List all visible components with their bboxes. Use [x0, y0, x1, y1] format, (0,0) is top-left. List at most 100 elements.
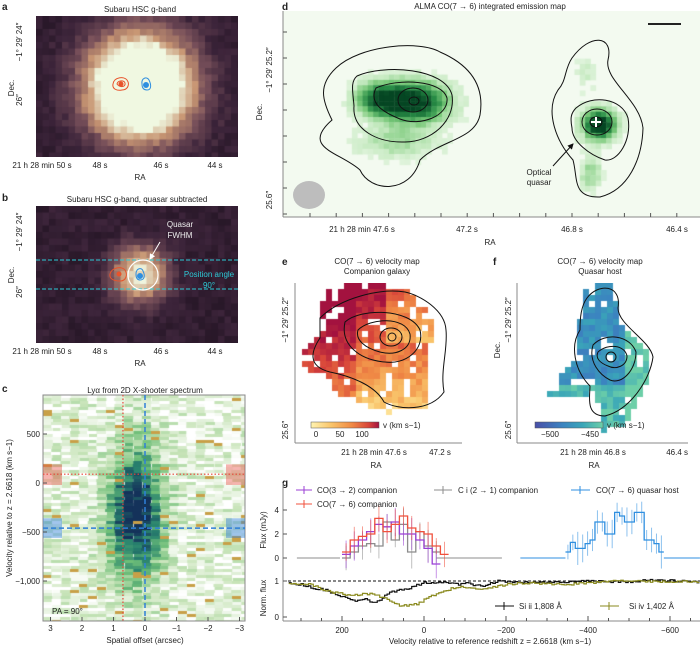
y-tick-label: 4: [275, 506, 280, 515]
panel-e-colorbar: [310, 421, 380, 429]
annot-position-angle: Position angle: [184, 270, 235, 279]
quasar-host-contours: [551, 39, 644, 198]
panel-e-cbar-label: v (km s−1): [383, 421, 421, 430]
panel-a-xtick-2: 46 s: [153, 161, 168, 170]
x-tick-label: −2: [203, 624, 213, 633]
panel-b-xtick-3: 44 s: [207, 347, 222, 356]
panel-g-bottom-ylabel: Norm. flux: [259, 580, 268, 616]
x-tick-label: 3: [48, 624, 53, 633]
y-tick-label: −500: [22, 528, 41, 537]
panel-a-xtick-0: 21 h 28 min 50 s: [12, 161, 71, 170]
panel-b-xtick-0: 21 h 28 min 50 s: [12, 347, 71, 356]
panel-e-title-line1: CO(7 → 6) velocity map: [334, 257, 420, 266]
companion-contours: [312, 290, 447, 409]
panel-e-xlabel: RA: [370, 461, 382, 470]
spectrum-co-7-6-quasar-host: [565, 511, 664, 553]
panel-f-title-line2: Quasar host: [578, 267, 622, 276]
companion-velocity-band-left: [43, 464, 62, 485]
annot-optical: Optical: [527, 168, 552, 177]
panel-a-xlabel: RA: [134, 173, 146, 182]
quasar-contour-red: [112, 77, 129, 91]
panel-c-pa-label: PA = 90°: [52, 607, 83, 616]
panel-d-title: ALMA CO(7 → 6) integrated emission map: [414, 2, 566, 11]
panel-f-ylabel: Dec.: [493, 342, 502, 358]
svg-text:Si ii 1,808 Å: Si ii 1,808 Å: [519, 602, 562, 611]
panel-label-e: e: [282, 257, 288, 268]
panel-b: b Subaru HSC g-band, quasar subtracted Q…: [2, 193, 238, 368]
panel-f-colorbar: [534, 421, 604, 429]
annot-position-angle-value: 90°: [203, 281, 215, 290]
spectrum-co-7-6-companion: [342, 515, 449, 556]
panel-c-ylabel: Velocity relative to z = 2.6618 (km s−1): [5, 439, 14, 577]
panel-c-spectrum-image: [43, 395, 245, 621]
panel-c-frame: [42, 394, 246, 622]
x-tick-label: −400: [579, 626, 598, 635]
absorption-si-ii: [288, 578, 700, 603]
y-tick-label: −1,000: [15, 577, 40, 586]
x-tick-label: 1: [111, 624, 116, 633]
y-tick-label: 0: [275, 554, 280, 563]
panel-d-xtick-1: 47.2 s: [456, 225, 478, 234]
panel-f-cbar-label: v (km s−1): [607, 421, 645, 430]
beam-ellipse: [293, 181, 325, 209]
panel-g-xlabel: Velocity relative to reference redshift …: [389, 637, 592, 646]
panel-d-emission-map: [283, 11, 700, 217]
legend-si4: Si iv 1,402 Å: [600, 602, 675, 611]
panel-label-d: d: [282, 2, 288, 13]
panel-b-ytick-0: −1° 29′ 24″: [15, 212, 24, 251]
panel-d-ylabel: Dec.: [255, 104, 264, 120]
legend-co76-quasar: CO(7 → 6) quasar host: [571, 486, 679, 495]
panel-label-f: f: [493, 257, 497, 268]
annot-quasar: quasar: [527, 178, 552, 187]
panel-e-xtick-1: 47.2 s: [429, 448, 451, 457]
x-tick-label: −600: [661, 626, 680, 635]
x-tick-label: −200: [497, 626, 516, 635]
panel-a-image: [36, 16, 238, 157]
svg-text:CO(3 → 2) companion: CO(3 → 2) companion: [317, 486, 397, 495]
svg-text:Si iv 1,402 Å: Si iv 1,402 Å: [629, 602, 675, 611]
panel-a-ylabel: Dec.: [7, 80, 16, 96]
quasar-fwhm-circle: [127, 259, 159, 291]
y-tick-label: 2: [275, 530, 280, 539]
quasar-host-contours: [574, 287, 654, 417]
panel-e-cbar-tick-1: 50: [336, 430, 345, 439]
panel-a-xtick-3: 44 s: [207, 161, 222, 170]
x-tick-label: 2: [80, 624, 85, 633]
legend-co76-companion: CO(7 → 6) companion: [296, 500, 397, 509]
annot-quasar: Quasar: [167, 220, 194, 229]
y-tick-label: 1: [275, 577, 280, 586]
panel-f: f CO(7 → 6) velocity map Quasar host −50…: [493, 257, 688, 470]
quasar-contour-blue: [141, 77, 152, 91]
svg-text:C i (2 → 1) companion: C i (2 → 1) companion: [458, 486, 538, 495]
panel-f-xtick-1: 46.4 s: [666, 448, 688, 457]
x-tick-label: 200: [335, 626, 349, 635]
panel-a-title: Subaru HSC g-band: [104, 5, 176, 14]
panel-a-xtick-1: 48 s: [92, 161, 107, 170]
optical-quasar-cross: [591, 117, 601, 127]
panel-e-cbar-tick-2: 100: [355, 430, 369, 439]
optical-quasar-arrow: [552, 143, 574, 167]
companion-contours: [319, 45, 482, 187]
legend-si2: Si ii 1,808 Å: [495, 602, 562, 611]
legend-co32: CO(3 → 2) companion: [296, 486, 397, 495]
y-tick-label: 0: [275, 613, 280, 622]
fwhm-arrow: [149, 241, 161, 260]
x-tick-label: −3: [235, 624, 245, 633]
panel-d-ytick-0: −1° 29′ 25.2″: [265, 47, 274, 93]
panel-b-ytick-1: 26″: [15, 286, 24, 298]
panel-g-top-ylabel: Flux (mJy): [259, 511, 268, 549]
absorption-si-iv: [288, 579, 700, 607]
panel-f-title-line1: CO(7 → 6) velocity map: [557, 257, 643, 266]
panel-g: g 200 0 −200 −400 −600 0 2 4 0 1 Flux (mJy) Norm.…: [259, 478, 700, 646]
panel-label-c: c: [2, 384, 8, 395]
panel-d-ytick-1: 25.6″: [265, 191, 274, 210]
svg-text:CO(7 → 6) companion: CO(7 → 6) companion: [317, 500, 397, 509]
y-tick-label: 0: [36, 479, 41, 488]
x-tick-label: −1: [172, 624, 182, 633]
panel-b-ylabel: Dec.: [7, 267, 16, 283]
panel-e-ytick-0: −1° 29′ 25.2″: [281, 297, 290, 343]
x-tick-label: 0: [143, 624, 148, 633]
panel-c: c Lyα from 2D X-shooter spectrum 3 2 1 0 −1 −…: [2, 384, 246, 645]
